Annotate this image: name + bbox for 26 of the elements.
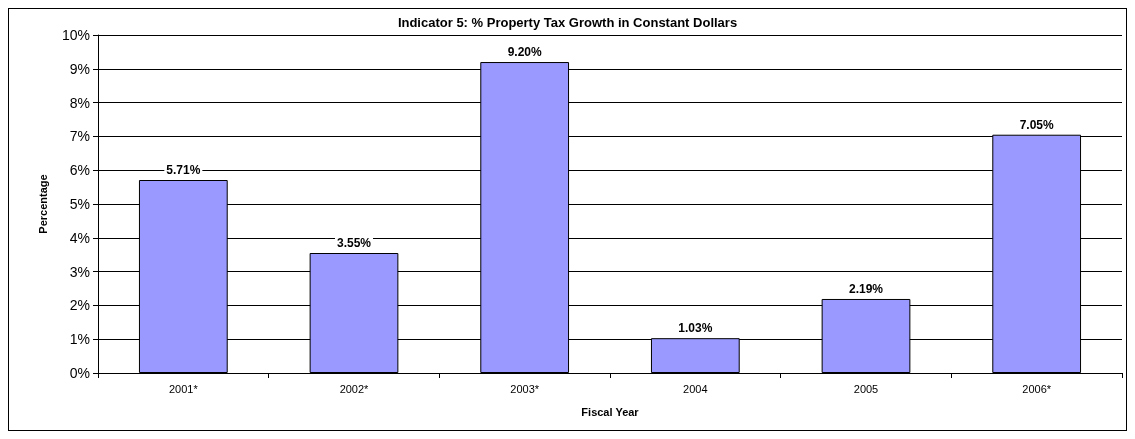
data-label: 3.55% bbox=[336, 236, 372, 251]
y-tick-label: 9% bbox=[69, 60, 90, 77]
y-tick-label: 3% bbox=[69, 263, 90, 280]
x-tick-label: 2001* bbox=[168, 382, 199, 395]
y-axis-title: Percentage bbox=[36, 174, 49, 234]
y-tick-label: 1% bbox=[69, 331, 90, 348]
x-tick-label: 2003* bbox=[510, 382, 540, 395]
chart-title: Indicator 5: % Property Tax Growth in Constant Dollars bbox=[397, 15, 738, 30]
y-tick-label: 6% bbox=[69, 162, 90, 179]
y-tick-label: 5% bbox=[69, 196, 90, 212]
x-tick-label: 2005 bbox=[853, 382, 879, 395]
data-label: 9.20% bbox=[507, 45, 543, 60]
x-axis-title: Fiscal Year bbox=[581, 405, 640, 418]
y-tick-label: 2% bbox=[69, 297, 90, 314]
data-label: 7.05% bbox=[1019, 117, 1055, 132]
y-tick-label: 10% bbox=[61, 27, 90, 43]
y-tick-label: 0% bbox=[69, 365, 90, 381]
x-tick-label: 2006* bbox=[1022, 382, 1052, 395]
y-tick-label: 4% bbox=[69, 229, 90, 246]
y-tick-label: 8% bbox=[69, 94, 90, 111]
y-tick-label: 7% bbox=[69, 128, 90, 145]
data-label: 5.71% bbox=[166, 163, 201, 177]
data-label: 1.03% bbox=[678, 321, 713, 336]
data-label: 2.19% bbox=[848, 281, 884, 296]
x-tick-label: 2004 bbox=[683, 382, 708, 395]
x-tick-label: 2002* bbox=[339, 382, 370, 395]
